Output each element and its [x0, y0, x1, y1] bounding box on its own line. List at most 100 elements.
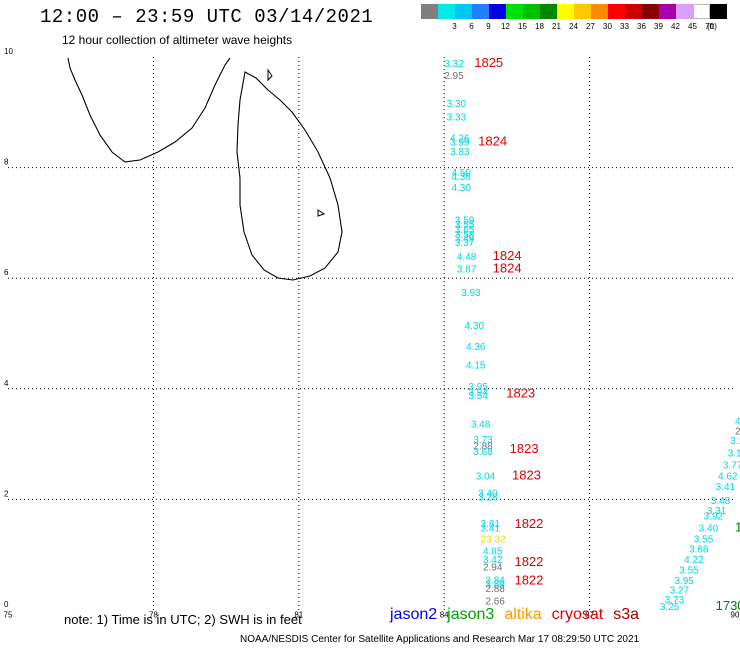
- wave-height-label: 4.22: [684, 555, 704, 566]
- wave-height-label: 3.59: [455, 215, 475, 226]
- wave-height-label: 4.62: [718, 471, 738, 482]
- footer-note: note: 1) Time is in UTC; 2) SWH is in fe…: [64, 612, 302, 627]
- scale-label: 18: [535, 22, 544, 31]
- wave-height-label: 4: [735, 417, 740, 428]
- scale-swatch: [693, 4, 710, 19]
- altimeter-readings: 3.322.953.303.334.263.993.834.504.364.30…: [444, 55, 740, 613]
- scale-swatch: [472, 4, 489, 19]
- lon-tick-label: 84: [440, 611, 449, 620]
- wave-height-label: 3.68: [689, 544, 709, 555]
- wave-height-label: 3.54: [468, 391, 488, 402]
- lat-tick-label: 0: [4, 600, 9, 609]
- wave-height-label: 3.99: [450, 137, 470, 148]
- wave-height-label: 3.92: [703, 511, 723, 522]
- wave-height-label: 3.31: [707, 506, 727, 517]
- scale-label: 33: [620, 22, 629, 31]
- scale-swatch: [557, 4, 574, 19]
- scale-swatch: [625, 4, 642, 19]
- wave-height-label: 3.93: [461, 288, 481, 299]
- scale-swatch: [591, 4, 608, 19]
- lat-tick-label: 4: [4, 379, 9, 388]
- wave-height-label: 3.40: [699, 523, 719, 534]
- wave-height-label: 3.68: [473, 447, 493, 458]
- lon-tick-label: 90: [731, 611, 740, 620]
- wave-height-label: 4.85: [483, 547, 503, 558]
- wave-height-label: 4.50: [451, 168, 471, 179]
- footer-credit: NOAA/NESDIS Center for Satellite Applica…: [240, 634, 640, 645]
- wave-height-label: 4.36: [451, 172, 471, 183]
- wave-height-label: 3.40: [478, 489, 498, 500]
- wave-height-label: 3.87: [457, 265, 477, 276]
- scale-label: 9: [486, 22, 491, 31]
- pass-time-label: 1823: [506, 386, 535, 401]
- scale-label: 24: [569, 22, 578, 31]
- legend-cryosat: cryosat: [551, 606, 604, 623]
- wave-height-label: 3.25: [660, 602, 680, 613]
- scale-swatch: [642, 4, 659, 19]
- wave-height-label: 3.73: [473, 435, 493, 446]
- wave-height-label: 3.83: [450, 147, 470, 158]
- grid-lines: [8, 57, 735, 610]
- lon-tick-label: 75: [4, 611, 13, 620]
- page-title: 12:00 – 23:59 UTC 03/14/2021: [40, 6, 374, 28]
- india-coastline: [67, 57, 231, 163]
- wave-height-label: 3.48: [711, 496, 731, 507]
- scale-label: 39: [654, 22, 663, 31]
- scale-swatch: [455, 4, 472, 19]
- wave-height-label: 3.04: [476, 471, 496, 482]
- wave-height-label: 3.55: [694, 535, 714, 546]
- scale-label: 3: [452, 22, 457, 31]
- scale-label: 21: [552, 22, 561, 31]
- pass-time-label: 1825: [474, 55, 503, 70]
- scale-swatch: [574, 4, 591, 19]
- wave-height-label: 4.15: [466, 360, 486, 371]
- wave-height-label: 2: [735, 427, 740, 438]
- pass-time-label: 1824: [493, 248, 522, 263]
- wave-height-label: 3.77: [723, 460, 740, 471]
- legend-s3a: s3a: [613, 606, 640, 623]
- lat-tick-label: 8: [4, 158, 9, 167]
- wave-height-label: 3.27: [670, 585, 690, 596]
- wave-height-label: 2.94: [483, 563, 503, 574]
- sri-lanka-coastline: [236, 71, 343, 281]
- scale-label: 42: [671, 22, 680, 31]
- pass-time-label: 1824: [478, 133, 507, 148]
- wave-height-label: 3.32: [444, 59, 464, 70]
- wave-height-label: 4.36: [466, 342, 486, 353]
- scale-label: 36: [637, 22, 646, 31]
- pass-time-label: 1824: [493, 261, 522, 276]
- scale-swatch: [676, 4, 693, 19]
- coastline: [67, 57, 343, 281]
- scale-label: 6: [469, 22, 474, 31]
- wave-height-label: 3.41: [716, 482, 736, 493]
- scale-label: 70: [705, 22, 714, 31]
- wave-height-label: 3.84: [485, 575, 505, 586]
- island-outline: [267, 68, 273, 82]
- wave-height-label: 3.81: [481, 519, 501, 530]
- wave-height-label: 3.48: [471, 420, 491, 431]
- wave-height-label: 4.30: [465, 321, 485, 332]
- island-outline: [317, 209, 326, 217]
- pass-time-label: 1822: [514, 573, 543, 588]
- wave-height-label: 3.49: [455, 234, 475, 245]
- legend-altika: altika: [504, 606, 542, 623]
- pass-time-label: 1730: [716, 598, 740, 613]
- wave-height-label: 3.89: [485, 579, 505, 590]
- scale-swatch: [710, 4, 727, 19]
- legend-jason2: jason2: [390, 606, 438, 623]
- wave-height-label: 4.48: [457, 252, 477, 263]
- pass-time-label: 1823: [512, 467, 541, 482]
- satellite-legend: jason2 jason3 altika cryosat s3a: [390, 606, 649, 624]
- pass-time-label: 1822: [514, 554, 543, 569]
- wave-height-label: 3.94: [468, 387, 488, 398]
- scale-label: 30: [603, 22, 612, 31]
- scale-label: 45: [688, 22, 697, 31]
- wave-height-label: 2.88: [473, 442, 493, 453]
- scale-swatch: [438, 4, 455, 19]
- scale-swatch: [421, 4, 438, 19]
- lat-tick-label: 10: [4, 47, 13, 56]
- scale-label: 12: [501, 22, 510, 31]
- wave-height-label: 3.73: [665, 595, 685, 606]
- wave-height-label: 3.33: [447, 113, 467, 124]
